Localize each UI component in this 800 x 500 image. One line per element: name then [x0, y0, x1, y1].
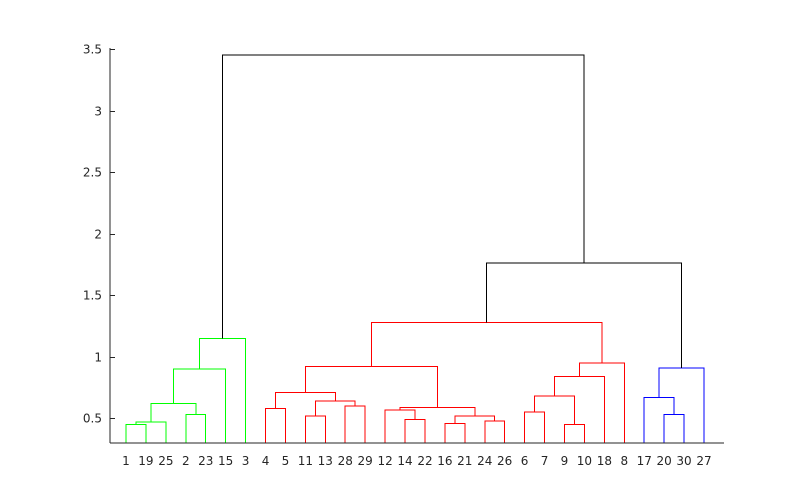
dendrogram-link-6 — [198, 337, 247, 443]
y-tick-label-2: 1 — [94, 351, 102, 365]
dendrogram-link-11 — [274, 392, 336, 409]
x-tick-label-6: 6 — [521, 454, 529, 468]
dendrogram-link-25 — [663, 414, 685, 443]
x-tick-label-22: 22 — [417, 454, 432, 468]
dendrogram-link-12 — [404, 419, 426, 443]
x-tick-label-1: 1 — [122, 454, 130, 468]
x-tick-label-13: 13 — [318, 454, 333, 468]
dendrogram-link-26 — [643, 396, 675, 443]
dendrogram-link-4 — [150, 403, 197, 423]
x-tick-label-30: 30 — [676, 454, 691, 468]
dendrogram-link-27 — [658, 367, 705, 443]
dendrogram-link-8 — [304, 415, 326, 443]
dendrogram-link-14 — [444, 422, 466, 443]
x-tick-label-28: 28 — [338, 454, 353, 468]
x-tick-label-23: 23 — [198, 454, 213, 468]
x-tick-label-16: 16 — [437, 454, 452, 468]
x-tick-label-29: 29 — [358, 454, 373, 468]
x-tick-label-9: 9 — [561, 454, 569, 468]
x-tick-label-5: 5 — [282, 454, 290, 468]
y-tick-label-3: 1.5 — [83, 289, 102, 303]
dendrogram-link-18 — [304, 366, 438, 408]
y-tick-label-1: 0.5 — [83, 412, 102, 426]
x-tick-label-2: 2 — [182, 454, 190, 468]
x-tick-label-10: 10 — [577, 454, 592, 468]
y-tick-label-5: 2.5 — [83, 166, 102, 180]
dendrogram-link-23 — [578, 362, 625, 443]
x-tick-label-20: 20 — [656, 454, 671, 468]
dendrogram-link-10 — [314, 400, 356, 416]
x-tick-label-8: 8 — [620, 454, 628, 468]
dendrogram-link-29 — [222, 54, 585, 339]
x-tick-label-19: 19 — [138, 454, 153, 468]
x-tick-label-7: 7 — [541, 454, 549, 468]
y-tick-label-4: 2 — [94, 228, 102, 242]
x-tick-label-21: 21 — [457, 454, 472, 468]
dendrogram-link-5 — [172, 368, 227, 443]
dendrogram-link-16 — [454, 415, 496, 424]
x-tick-label-18: 18 — [597, 454, 612, 468]
dendrogram-link-15 — [484, 420, 506, 443]
x-tick-label-11: 11 — [298, 454, 313, 468]
dendrogram-link-22 — [554, 376, 605, 443]
dendrogram-link-24 — [370, 321, 603, 367]
x-tick-label-24: 24 — [477, 454, 492, 468]
axes — [109, 48, 724, 444]
dendrogram-link-20 — [563, 424, 585, 443]
x-tick-label-25: 25 — [158, 454, 173, 468]
dendrogram-link-9 — [344, 405, 366, 443]
dendrogram-links — [125, 54, 705, 443]
dendrogram-link-21 — [534, 395, 575, 425]
dendrogram-link-17 — [399, 406, 476, 416]
x-tick-label-15: 15 — [218, 454, 233, 468]
x-tick-label-27: 27 — [696, 454, 711, 468]
x-tick-label-3: 3 — [242, 454, 250, 468]
dendrogram-link-7 — [265, 408, 286, 443]
dendrogram-link-19 — [524, 411, 546, 443]
tick-labels: 0.511.522.533.51 19 25 2 23 15 3 4 5 11 13 28 29 12 14… — [83, 43, 712, 469]
x-tick-label-14: 14 — [397, 454, 412, 468]
x-tick-label-4: 4 — [262, 454, 270, 468]
dendrogram-link-3 — [185, 414, 207, 443]
x-tick-label-17: 17 — [637, 454, 652, 468]
dendrogram-link-1 — [125, 424, 147, 443]
dendrogram-link-2 — [135, 421, 167, 443]
x-tick-label-26: 26 — [497, 454, 512, 468]
x-tick-label-12: 12 — [377, 454, 392, 468]
dendrogram-link-13 — [384, 409, 416, 443]
y-tick-label-7: 3.5 — [83, 43, 102, 57]
y-tick-label-6: 3 — [94, 105, 102, 119]
dendrogram-link-28 — [486, 262, 683, 368]
